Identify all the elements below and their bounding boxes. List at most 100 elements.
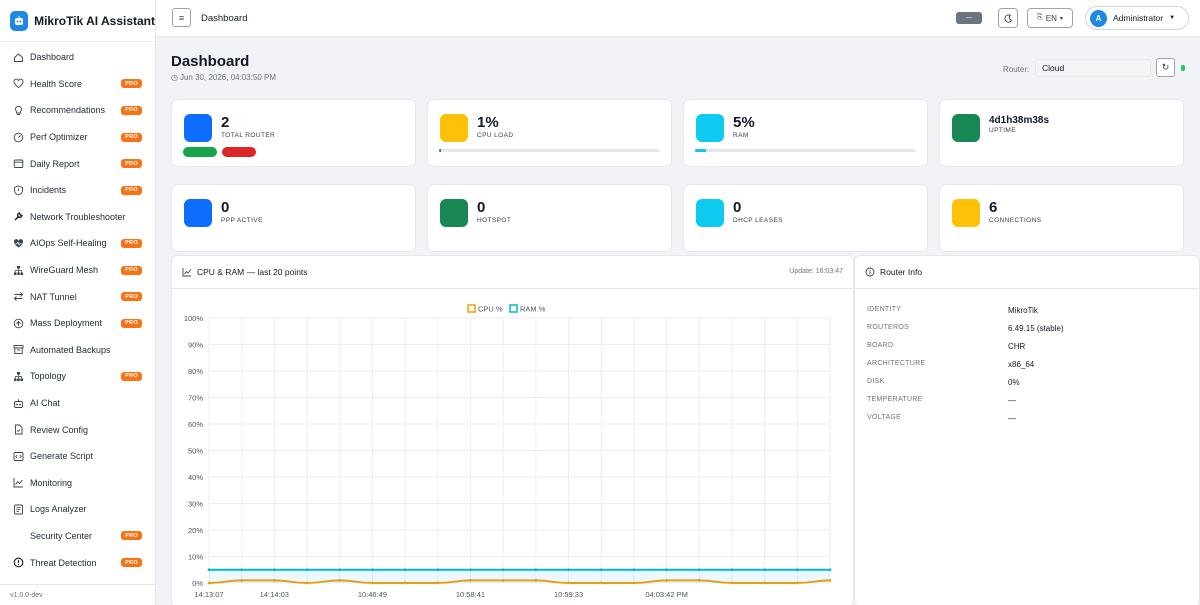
- series-point: [665, 568, 668, 572]
- stat-card-total-router: 2 TOTAL ROUTER: [171, 99, 416, 167]
- series-point: [632, 581, 636, 585]
- sidebar-item-perf-optimizer[interactable]: Perf Optimizer PRO: [0, 124, 155, 151]
- series-point: [697, 568, 701, 572]
- brand[interactable]: MikroTik AI Assistant: [0, 0, 155, 42]
- sidebar-nav: Dashboard Health Score PRO Recommendations P…: [0, 44, 155, 584]
- series-point: [272, 578, 276, 582]
- pro-badge: PRO: [121, 79, 142, 89]
- sidebar-item-recommendations[interactable]: Recommendations PRO: [0, 97, 155, 124]
- sidebar-item-network-anomalies[interactable]: Network AnomaliesPRO: [0, 576, 155, 584]
- stat-value: 4d1h38m38s: [989, 115, 1050, 126]
- series-point: [599, 568, 603, 572]
- stat-card-hotspot: 0 HOTSPOT: [427, 184, 672, 252]
- series-point: [272, 568, 276, 572]
- sidebar-item-label: Health Score: [30, 78, 83, 89]
- router-info-header: Router Info: [855, 256, 1199, 289]
- sidebar-item-aiops-self-healing[interactable]: AIOps Self-Healing PRO: [0, 230, 155, 257]
- pro-badge: PRO: [121, 159, 142, 169]
- page-date-text: Jun 30, 2026, 04:03:50 PM: [179, 73, 277, 82]
- chart-panel-header: CPU & RAM — last 20 points Update: 16:03…: [172, 256, 853, 289]
- menu-toggle-button[interactable]: ≡: [172, 8, 191, 27]
- sidebar-item-label: Incidents: [30, 185, 67, 196]
- series-point: [371, 581, 374, 585]
- chart-x-tick-label: 04:03:42 PM: [645, 590, 688, 599]
- sidebar-item-label: Security Center: [30, 530, 93, 541]
- heart-pulse-icon: [13, 78, 24, 89]
- chart-x-tick-label: 10:46:49: [358, 590, 387, 599]
- language-select[interactable]: ⎘ EN ▾: [1027, 8, 1073, 28]
- chart-y-tick-label: 20%: [188, 526, 203, 535]
- cpu-ram-chart-panel: CPU & RAM — last 20 points Update: 16:03…: [171, 255, 854, 605]
- stat-icon: [184, 114, 212, 142]
- sidebar-item-health-score[interactable]: Health Score PRO: [0, 71, 155, 98]
- stat-card-uptime: 4d1h38m38s UPTIME: [939, 99, 1184, 167]
- stat-progress-bar: [695, 149, 916, 152]
- sidebar-item-ai-chat[interactable]: AI Chat: [0, 390, 155, 417]
- chart-x-tick-label: 10:59:33: [554, 590, 583, 599]
- sidebar-item-label: Review Config: [30, 424, 89, 435]
- sidebar-item-threat-detection[interactable]: Threat Detection PRO: [0, 549, 155, 576]
- sidebar-item-nat-tunnel[interactable]: NAT Tunnel PRO: [0, 283, 155, 310]
- status-pill[interactable]: —: [956, 12, 982, 24]
- sidebar-item-label: Recommendations: [30, 105, 106, 116]
- sidebar-item-label: Network Troubleshooter: [30, 211, 126, 222]
- sidebar-item-logs-analyzer[interactable]: Logs Analyzer: [0, 496, 155, 523]
- theme-toggle-button[interactable]: [998, 8, 1018, 28]
- main-content: Dashboard ◷ Jun 30, 2026, 04:03:50 PM Ro…: [156, 37, 1200, 605]
- refresh-button[interactable]: ↻: [1156, 58, 1175, 77]
- sidebar-item-wireguard-mesh[interactable]: WireGuard Mesh PRO: [0, 257, 155, 284]
- sidebar-item-incidents[interactable]: Incidents PRO: [0, 177, 155, 204]
- chart-line-icon: [13, 477, 24, 488]
- series-point: [436, 581, 440, 585]
- sidebar-item-label: Generate Script: [30, 451, 94, 462]
- series-point: [240, 568, 244, 572]
- sidebar-item-label: Automated Backups: [30, 344, 111, 355]
- sidebar-item-daily-report[interactable]: Daily Report PRO: [0, 150, 155, 177]
- sidebar-item-label: AI Chat: [30, 398, 61, 409]
- sidebar-item-label: Mass Deployment: [30, 318, 103, 329]
- deploy-icon: [13, 318, 24, 329]
- router-select[interactable]: Cloud: [1035, 59, 1151, 77]
- series-point: [567, 581, 570, 585]
- logs-icon: [13, 504, 24, 515]
- sidebar-item-review-config[interactable]: Review Config: [0, 416, 155, 443]
- router-info-value: 0%: [1008, 378, 1020, 387]
- status-pill-text: —: [966, 15, 972, 21]
- chart-update-time: Update: 16:03:47: [789, 268, 843, 275]
- router-info-value: 6.49.15 (stable): [1008, 324, 1064, 333]
- stat-label: PPP ACTIVE: [221, 217, 263, 224]
- sidebar-item-dashboard[interactable]: Dashboard: [0, 44, 155, 71]
- stat-label: CPU LOAD: [477, 132, 514, 139]
- pro-badge: PRO: [121, 531, 142, 541]
- stat-value: 5%: [733, 114, 755, 131]
- pro-badge: PRO: [121, 292, 142, 302]
- sidebar-item-monitoring[interactable]: Monitoring: [0, 470, 155, 497]
- sidebar: MikroTik AI Assistant Dashboard Health Sc…: [0, 0, 156, 605]
- router-info-key: BOARD: [867, 342, 894, 349]
- sidebar-item-label: Threat Detection: [30, 557, 97, 568]
- sidebar-item-security-center[interactable]: Security Center PRO: [0, 523, 155, 550]
- sidebar-item-label: Dashboard: [30, 52, 75, 63]
- chart-panel-title: CPU & RAM — last 20 points: [197, 267, 308, 277]
- chart-line-icon: [182, 268, 192, 277]
- sidebar-item-mass-deployment[interactable]: Mass Deployment PRO: [0, 310, 155, 337]
- chart-x-tick-label: 10:58:41: [456, 590, 485, 599]
- language-value: EN: [1045, 13, 1057, 23]
- sidebar-item-label: NAT Tunnel: [30, 291, 77, 302]
- topology-icon: [13, 371, 24, 382]
- user-menu-button[interactable]: A Administrator ▼: [1085, 6, 1189, 30]
- stat-icon: [696, 199, 724, 227]
- sidebar-item-network-troubleshooter[interactable]: Network Troubleshooter: [0, 204, 155, 231]
- router-info-value: x86_64: [1008, 360, 1035, 369]
- series-point: [730, 568, 734, 572]
- info-icon: [865, 267, 875, 277]
- stat-icon: [952, 114, 980, 142]
- app-version: v1.0.0-dev: [0, 584, 155, 605]
- translate-icon: ⎘: [1037, 14, 1043, 21]
- sidebar-item-automated-backups[interactable]: Automated Backups: [0, 337, 155, 364]
- chart-y-tick-label: 90%: [188, 341, 203, 350]
- stat-card-connections: 6 CONNECTIONS: [939, 184, 1184, 252]
- gauge-icon: [13, 132, 24, 143]
- sidebar-item-topology[interactable]: Topology PRO: [0, 363, 155, 390]
- sidebar-item-generate-script[interactable]: Generate Script: [0, 443, 155, 470]
